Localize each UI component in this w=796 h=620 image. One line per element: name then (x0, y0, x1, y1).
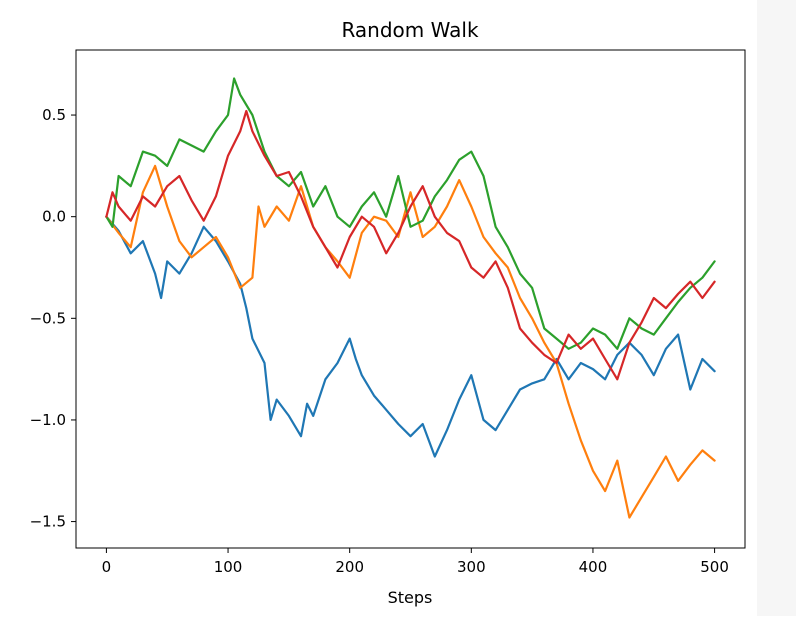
y-tick-label: 0.0 (42, 208, 66, 226)
y-tick-label: −0.5 (30, 309, 66, 327)
x-tick-label: 400 (579, 558, 608, 576)
y-tick-label: 0.5 (42, 106, 66, 124)
y-tick-label: −1.5 (30, 513, 66, 531)
x-tick-label: 100 (214, 558, 243, 576)
axes-frame (75, 49, 746, 549)
series-line-2 (105, 164, 716, 519)
x-tick-label: 0 (102, 558, 112, 576)
window-edge (757, 0, 796, 616)
chart-title: Random Walk (341, 18, 478, 42)
x-tick-label: 200 (335, 558, 364, 576)
x-tick-label: 300 (457, 558, 486, 576)
axes-layer (75, 49, 746, 549)
x-tick-label: 500 (700, 558, 729, 576)
series-layer (105, 77, 716, 519)
ticks-layer: 0 100 200 300 400 500 0.5 0.0 −0.5 −1.0 −1.5 (30, 106, 729, 576)
x-axis-label: Steps (388, 588, 433, 607)
y-tick-label: −1.0 (30, 411, 66, 429)
series-line-4 (105, 109, 716, 381)
series-line-1 (105, 215, 716, 458)
series-line-3 (105, 77, 716, 350)
